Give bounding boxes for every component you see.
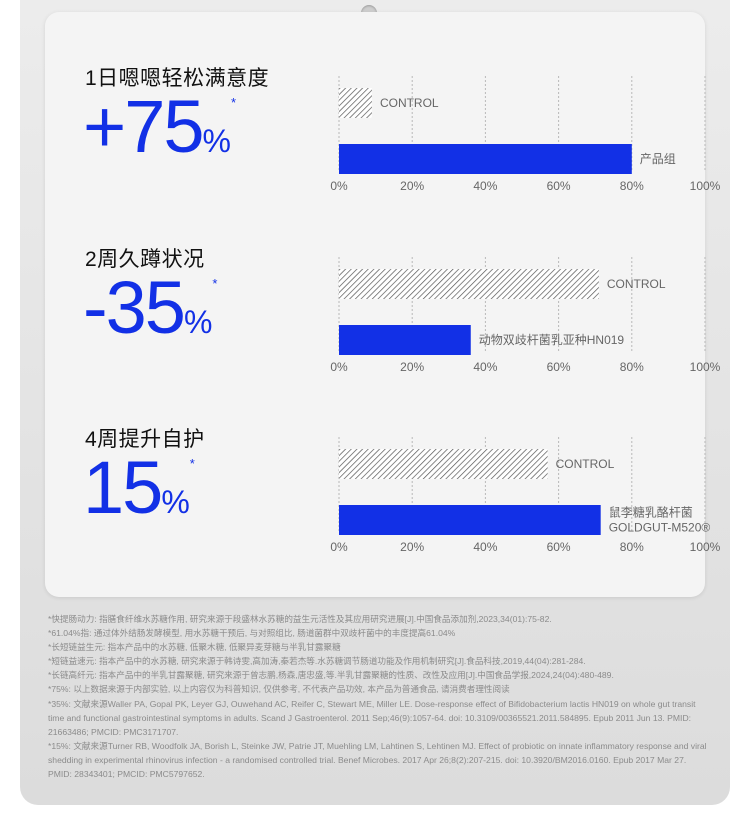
tick-label: 40% (473, 179, 497, 193)
tick-label: 0% (330, 360, 348, 374)
bar-chart-2: 0% 20% 40% 60% 80% 100% CONTROL 动物双歧杆菌乳亚种HN019 (330, 257, 721, 374)
bar-label: 鼠李糖乳酪杆菌 (609, 505, 693, 520)
tick-label: 100% (690, 360, 721, 374)
bar-label: GOLDGUT-M520® (609, 521, 711, 535)
tick-label: 80% (620, 360, 644, 374)
tick-label: 40% (473, 540, 497, 554)
footnote-line: *35%: 文献来源Waller PA, Gopal PK, Leyer GJ,… (48, 698, 696, 737)
stat-value: +75 (83, 85, 205, 168)
bar-label: 动物双歧杆菌乳亚种HN019 (479, 333, 625, 347)
stat-footnote-mark: * (230, 95, 237, 110)
stat-footnote-mark: * (189, 456, 195, 471)
stat-title: 2周久蹲状况 (85, 248, 205, 271)
bar-label: 产品组 (640, 152, 676, 166)
stat-section-2: 2周久蹲状况 -35% * 0% 20% 40% 60% 80% 100% CONTROL 动物… (45, 243, 721, 423)
tick-label: 100% (690, 179, 721, 193)
control-bar (339, 88, 372, 118)
stat-unit: % (161, 484, 190, 520)
control-bar (339, 269, 599, 299)
footnote-line: *快提肠动力: 指膳食纤维水苏糖作用, 研究来源于段盛林水苏糖的益生元活性及其应… (48, 614, 552, 624)
bar-label: CONTROL (607, 277, 666, 291)
stat-value: 15 (83, 446, 163, 529)
product-bar (339, 144, 632, 174)
tick-label: 60% (547, 360, 571, 374)
stat-section-3: 4周提升自护 15% * 0% 20% 40% 60% 80% 100% CONTROL 鼠李糖… (45, 423, 721, 603)
stat-title: 1日嗯嗯轻松满意度 (85, 67, 270, 90)
bar-label: CONTROL (556, 457, 615, 471)
stat-headline: 15%* (83, 451, 195, 525)
tick-label: 20% (400, 179, 424, 193)
stat-title: 4周提升自护 (85, 428, 205, 451)
stats-card: 1日嗯嗯轻松满意度 +75% * 0% 20% 40% 60% 80% 100% CONTRO… (45, 12, 721, 597)
tick-label: 0% (330, 540, 348, 554)
tick-label: 20% (400, 360, 424, 374)
stat-headline: +75%* (83, 90, 236, 164)
tick-label: 80% (620, 179, 644, 193)
tick-label: 0% (330, 179, 348, 193)
tick-label: 40% (473, 360, 497, 374)
product-bar (339, 505, 601, 535)
control-bar (339, 449, 548, 479)
stat-value: -35 (83, 266, 186, 349)
footnotes: *快提肠动力: 指膳食纤维水苏糖作用, 研究来源于段盛林水苏糖的益生元活性及其应… (48, 612, 708, 781)
bar-label: CONTROL (380, 96, 439, 110)
footnote-line: *长链高纤元: 指本产品中的半乳甘露聚糖, 研究来源于曾志鹏,杨森,唐忠盛,等.… (48, 670, 614, 681)
footnote-line: *75%: 以上数据来源于内部实验, 以上内容仅为科普知识, 仅供参考, 不代表… (48, 684, 510, 695)
stat-unit: % (202, 123, 231, 159)
tick-label: 80% (620, 540, 644, 554)
tick-label: 60% (547, 540, 571, 554)
bar-chart-3: 0% 20% 40% 60% 80% 100% CONTROL 鼠李糖乳酪杆菌GOLDGUT-… (330, 437, 721, 554)
footnote-line: *短链益速元: 指本产品中的水苏糖, 研究来源于韩诗雯,高加涛,秦若杰等.水苏糖… (48, 656, 586, 667)
footnote-line: *15%: 文献来源Turner RB, Woodfolk JA, Borish… (48, 740, 707, 780)
tick-label: 20% (400, 540, 424, 554)
footnote-line: *长短链益生元: 指本产品中的水苏糖, 低聚木糖, 低聚异麦芽糖与半乳甘露聚糖 (48, 642, 341, 653)
stat-footnote-mark: * (212, 276, 218, 291)
tick-label: 60% (547, 179, 571, 193)
footnote-line: *61.04%指: 通过体外结肠发酵模型, 用水苏糖干预后, 与对照组比, 肠道… (48, 628, 456, 639)
tick-label: 100% (690, 540, 721, 554)
stat-headline: -35%* (83, 271, 217, 345)
product-bar (339, 325, 471, 355)
stat-unit: % (183, 304, 213, 340)
stat-section-1: 1日嗯嗯轻松满意度 +75% * 0% 20% 40% 60% 80% 100% CONTRO… (45, 62, 721, 242)
bar-chart-1: 0% 20% 40% 60% 80% 100% CONTROL 产品组 (330, 76, 721, 193)
